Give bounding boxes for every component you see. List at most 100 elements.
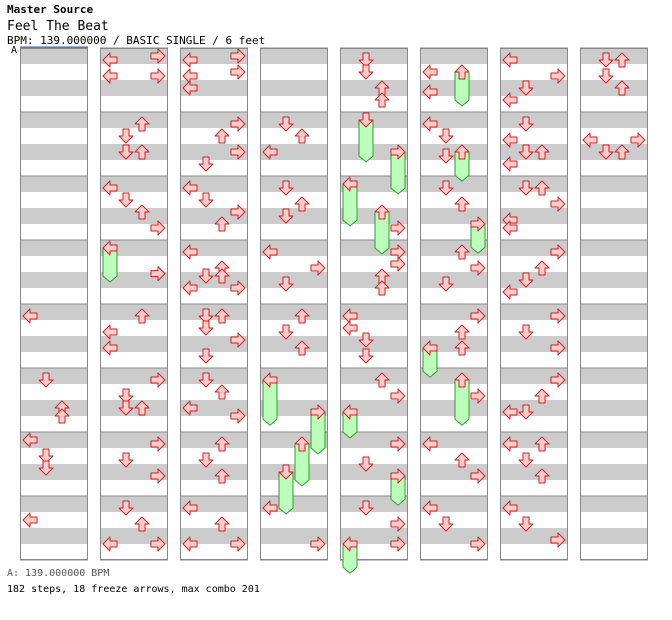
- arrow-right: [230, 116, 246, 132]
- beat-stripe: [340, 80, 408, 96]
- beat-stripe: [20, 112, 88, 128]
- beat-stripe: [260, 208, 328, 224]
- beat-stripe: [340, 48, 408, 64]
- beat-stripe: [580, 496, 648, 512]
- arrow-left: [102, 52, 118, 68]
- beat-stripe: [20, 496, 88, 512]
- arrow-left: [262, 244, 278, 260]
- arrow-right: [150, 436, 166, 452]
- arrow-right: [230, 144, 246, 160]
- beat-stripe: [260, 176, 328, 192]
- arrow-left: [502, 284, 518, 300]
- arrow-right: [390, 516, 406, 532]
- arrow-down: [198, 156, 214, 172]
- arrow-up: [214, 468, 230, 484]
- beat-stripe: [100, 80, 168, 96]
- arrow-up: [374, 280, 390, 296]
- arrow-up: [534, 436, 550, 452]
- beat-stripe: [180, 80, 248, 96]
- beat-stripe: [100, 400, 168, 416]
- arrow-up: [454, 452, 470, 468]
- arrow-left: [502, 52, 518, 68]
- arrow-down: [198, 268, 214, 284]
- beat-stripe: [580, 144, 648, 160]
- arrow-up: [294, 128, 310, 144]
- arrow-down: [438, 148, 454, 164]
- beat-stripe: [20, 528, 88, 544]
- arrow-right: [550, 68, 566, 84]
- beat-stripe: [260, 48, 328, 64]
- arrow-down: [438, 180, 454, 196]
- arrow-down: [518, 404, 534, 420]
- beat-stripe: [500, 272, 568, 288]
- arrow-right: [470, 308, 486, 324]
- arrow-up: [214, 436, 230, 452]
- beat-stripe: [180, 432, 248, 448]
- arrow-left: [422, 436, 438, 452]
- beat-stripe: [20, 80, 88, 96]
- arrow-up: [214, 268, 230, 284]
- arrow-right: [150, 68, 166, 84]
- arrow-right: [390, 536, 406, 552]
- beat-stripe: [180, 272, 248, 288]
- beat-stripe: [180, 304, 248, 320]
- beat-stripe: [340, 528, 408, 544]
- chart-column: [580, 47, 648, 561]
- arrow-right: [550, 340, 566, 356]
- arrow-down: [518, 116, 534, 132]
- arrow-left: [502, 436, 518, 452]
- arrow-down: [358, 348, 374, 364]
- arrow-left: [342, 536, 358, 552]
- arrow-down: [358, 332, 374, 348]
- beat-stripe: [420, 368, 488, 384]
- beat-stripe: [260, 112, 328, 128]
- arrow-down: [38, 460, 54, 476]
- arrow-down: [358, 52, 374, 68]
- arrow-down: [438, 276, 454, 292]
- arrow-right: [230, 48, 246, 64]
- beat-stripe: [260, 144, 328, 160]
- arrow-up: [214, 216, 230, 232]
- arrow-down: [358, 500, 374, 516]
- beat-stripe: [20, 400, 88, 416]
- chart-info: BPM: 139.000000 / BASIC SINGLE / 6 feet: [7, 34, 266, 47]
- beat-stripe: [580, 272, 648, 288]
- beat-stripe: [580, 80, 648, 96]
- arrow-left: [262, 500, 278, 516]
- beat-stripe: [20, 432, 88, 448]
- footer-bpm: A: 139.000000 BPM: [7, 568, 110, 579]
- column-border: [100, 48, 168, 560]
- beat-stripe: [100, 144, 168, 160]
- column-border: [20, 48, 88, 560]
- beat-stripe: [420, 272, 488, 288]
- arrow-down: [118, 128, 134, 144]
- arrow-right: [150, 220, 166, 236]
- beat-stripe: [180, 368, 248, 384]
- arrow-down: [358, 64, 374, 80]
- beat-stripe: [260, 336, 328, 352]
- arrow-up: [454, 324, 470, 340]
- beat-stripe: [500, 144, 568, 160]
- arrow-left: [502, 220, 518, 236]
- beat-stripe: [580, 112, 648, 128]
- beat-stripe: [580, 240, 648, 256]
- arrow-down: [278, 464, 294, 480]
- arrow-down: [598, 144, 614, 160]
- arrow-left: [182, 400, 198, 416]
- arrow-up: [614, 80, 630, 96]
- arrow-down: [198, 192, 214, 208]
- arrow-up: [294, 436, 310, 452]
- arrow-right: [230, 332, 246, 348]
- arrow-left: [102, 536, 118, 552]
- beat-stripe: [20, 144, 88, 160]
- arrow-down: [358, 112, 374, 128]
- arrow-left: [342, 404, 358, 420]
- arrow-up: [134, 308, 150, 324]
- beat-stripe: [340, 496, 408, 512]
- bpm-marker-label: A: [11, 45, 18, 56]
- arrow-right: [390, 388, 406, 404]
- chart-column: [340, 47, 408, 574]
- beat-stripe: [420, 176, 488, 192]
- beat-stripe: [420, 48, 488, 64]
